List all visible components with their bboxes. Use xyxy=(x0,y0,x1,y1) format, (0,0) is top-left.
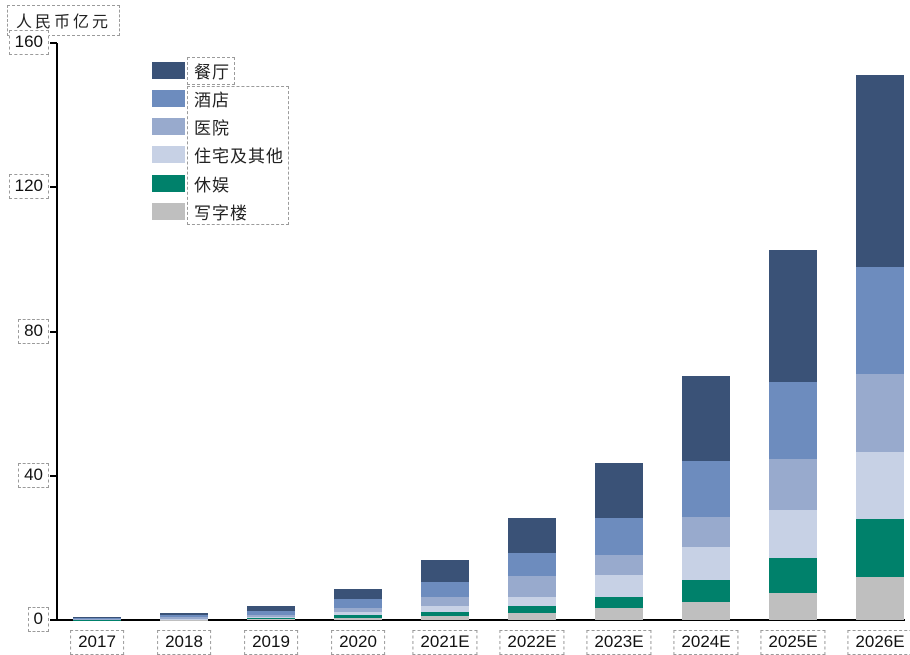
bar-segment-2025E-住宅及其他 xyxy=(769,509,817,558)
x-axis-label-2026E: 2026E xyxy=(847,630,910,655)
y-axis-tick-label: 80 xyxy=(18,318,49,344)
bar-segment-2022E-住宅及其他 xyxy=(508,596,556,606)
legend-item-休娱: 休娱 xyxy=(152,174,230,195)
bar-segment-2023E-酒店 xyxy=(595,517,643,556)
x-axis-label-2018: 2018 xyxy=(157,630,211,655)
bar-segment-2020-酒店 xyxy=(334,599,382,609)
legend-swatch-icon xyxy=(152,174,185,192)
bar-segment-2017-餐厅 xyxy=(73,617,121,619)
x-axis-label-2017: 2017 xyxy=(70,630,124,655)
bar-segment-2026E-医院 xyxy=(856,374,904,452)
bar-segment-2023E-住宅及其他 xyxy=(595,575,643,598)
bar-segment-2023E-写字楼 xyxy=(595,608,643,620)
bar-segment-2019-医院 xyxy=(247,614,295,617)
legend-item-住宅及其他: 住宅及其他 xyxy=(152,146,284,166)
bar-segment-2018-酒店 xyxy=(160,615,208,618)
bar-segment-2022E-餐厅 xyxy=(508,518,556,554)
bar-segment-2026E-住宅及其他 xyxy=(856,451,904,520)
bar-segment-2018-餐厅 xyxy=(160,612,208,616)
bar-segment-2017-酒店 xyxy=(73,618,121,619)
bar-segment-2025E-写字楼 xyxy=(769,593,817,620)
legend-label: 休娱 xyxy=(194,175,230,195)
bar-segment-2022E-写字楼 xyxy=(508,612,556,620)
bar-segment-2021E-写字楼 xyxy=(421,615,469,620)
legend-label: 住宅及其他 xyxy=(194,147,284,167)
bar-segment-2024E-餐厅 xyxy=(682,376,730,461)
x-axis-label-2020: 2020 xyxy=(331,630,385,655)
x-axis-label-2024E: 2024E xyxy=(673,630,739,655)
x-axis-label-2025E: 2025E xyxy=(760,630,826,655)
bar-segment-2025E-休娱 xyxy=(769,557,817,594)
x-axis-line xyxy=(56,619,905,621)
y-axis-tick-label: 0 xyxy=(27,607,49,632)
bar-segment-2022E-医院 xyxy=(508,576,556,597)
x-axis-label-2019: 2019 xyxy=(244,630,298,655)
bar-segment-2020-住宅及其他 xyxy=(334,612,382,616)
legend-swatch-icon xyxy=(152,146,185,164)
bar-segment-2026E-餐厅 xyxy=(856,74,904,267)
bar-segment-2021E-餐厅 xyxy=(421,560,469,582)
bar-segment-2025E-医院 xyxy=(769,458,817,510)
y-axis-line xyxy=(56,43,58,621)
legend-item-写字楼: 写字楼 xyxy=(152,203,248,223)
bar-segment-2021E-住宅及其他 xyxy=(421,605,469,612)
y-axis-unit-label: 人民币亿元 xyxy=(7,5,121,36)
bar-segment-2026E-写字楼 xyxy=(856,577,904,620)
bar-segment-2020-写字楼 xyxy=(334,617,382,620)
bar-segment-2021E-休娱 xyxy=(421,611,469,616)
x-axis-label-2022E: 2022E xyxy=(499,630,565,655)
y-axis-tick-label: 160 xyxy=(8,30,49,55)
y-tick-mark xyxy=(50,474,57,477)
legend-swatch-icon xyxy=(152,118,185,136)
bar-segment-2024E-医院 xyxy=(682,517,730,548)
legend-swatch-icon xyxy=(152,89,185,107)
bar-segment-2022E-酒店 xyxy=(508,553,556,577)
bar-segment-2025E-酒店 xyxy=(769,382,817,459)
bar-segment-2019-餐厅 xyxy=(247,605,295,611)
legend-annotation-box-first xyxy=(187,57,235,85)
y-tick-mark xyxy=(50,42,57,44)
legend-label: 餐厅 xyxy=(194,62,230,82)
bar-segment-2021E-酒店 xyxy=(421,581,469,597)
y-axis-tick-label: 120 xyxy=(8,174,49,200)
bar-segment-2020-医院 xyxy=(334,608,382,613)
legend-label: 酒店 xyxy=(194,90,230,110)
bar-segment-2020-休娱 xyxy=(334,615,382,618)
bar-segment-2019-写字楼 xyxy=(247,619,295,620)
bar-segment-2022E-休娱 xyxy=(508,605,556,613)
bar-segment-2019-住宅及其他 xyxy=(247,616,295,619)
y-tick-mark xyxy=(50,619,57,621)
legend-swatch-icon xyxy=(152,203,185,220)
y-tick-mark xyxy=(50,186,57,189)
bar-segment-2018-住宅及其他 xyxy=(160,618,208,620)
bar-segment-2018-医院 xyxy=(160,617,208,619)
bar-segment-2026E-休娱 xyxy=(856,519,904,578)
legend-item-酒店: 酒店 xyxy=(152,89,230,110)
bar-segment-2023E-休娱 xyxy=(595,597,643,609)
legend-annotation-box-rest xyxy=(187,86,289,225)
legend-item-医院: 医院 xyxy=(152,118,230,138)
bar-segment-2026E-酒店 xyxy=(856,266,904,375)
bar-segment-2019-休娱 xyxy=(247,618,295,620)
bar-segment-2024E-写字楼 xyxy=(682,601,730,620)
x-axis-label-2023E: 2023E xyxy=(586,630,652,655)
legend-label: 医院 xyxy=(194,119,230,139)
bar-segment-2024E-休娱 xyxy=(682,579,730,602)
bar-segment-2019-酒店 xyxy=(247,610,295,615)
y-axis-tick-label: 40 xyxy=(18,462,49,488)
bar-segment-2023E-餐厅 xyxy=(595,462,643,518)
legend-label: 写字楼 xyxy=(194,204,248,223)
bar-segment-2024E-酒店 xyxy=(682,460,730,518)
bar-segment-2024E-住宅及其他 xyxy=(682,547,730,580)
legend-item-餐厅: 餐厅 xyxy=(152,61,230,82)
bar-segment-2023E-医院 xyxy=(595,555,643,576)
bar-segment-2025E-餐厅 xyxy=(769,249,817,383)
y-tick-mark xyxy=(50,330,57,333)
bar-segment-2021E-医院 xyxy=(421,596,469,606)
x-axis-label-2021E: 2021E xyxy=(412,630,478,655)
legend-swatch-icon xyxy=(152,61,185,79)
bar-segment-2020-餐厅 xyxy=(334,588,382,600)
